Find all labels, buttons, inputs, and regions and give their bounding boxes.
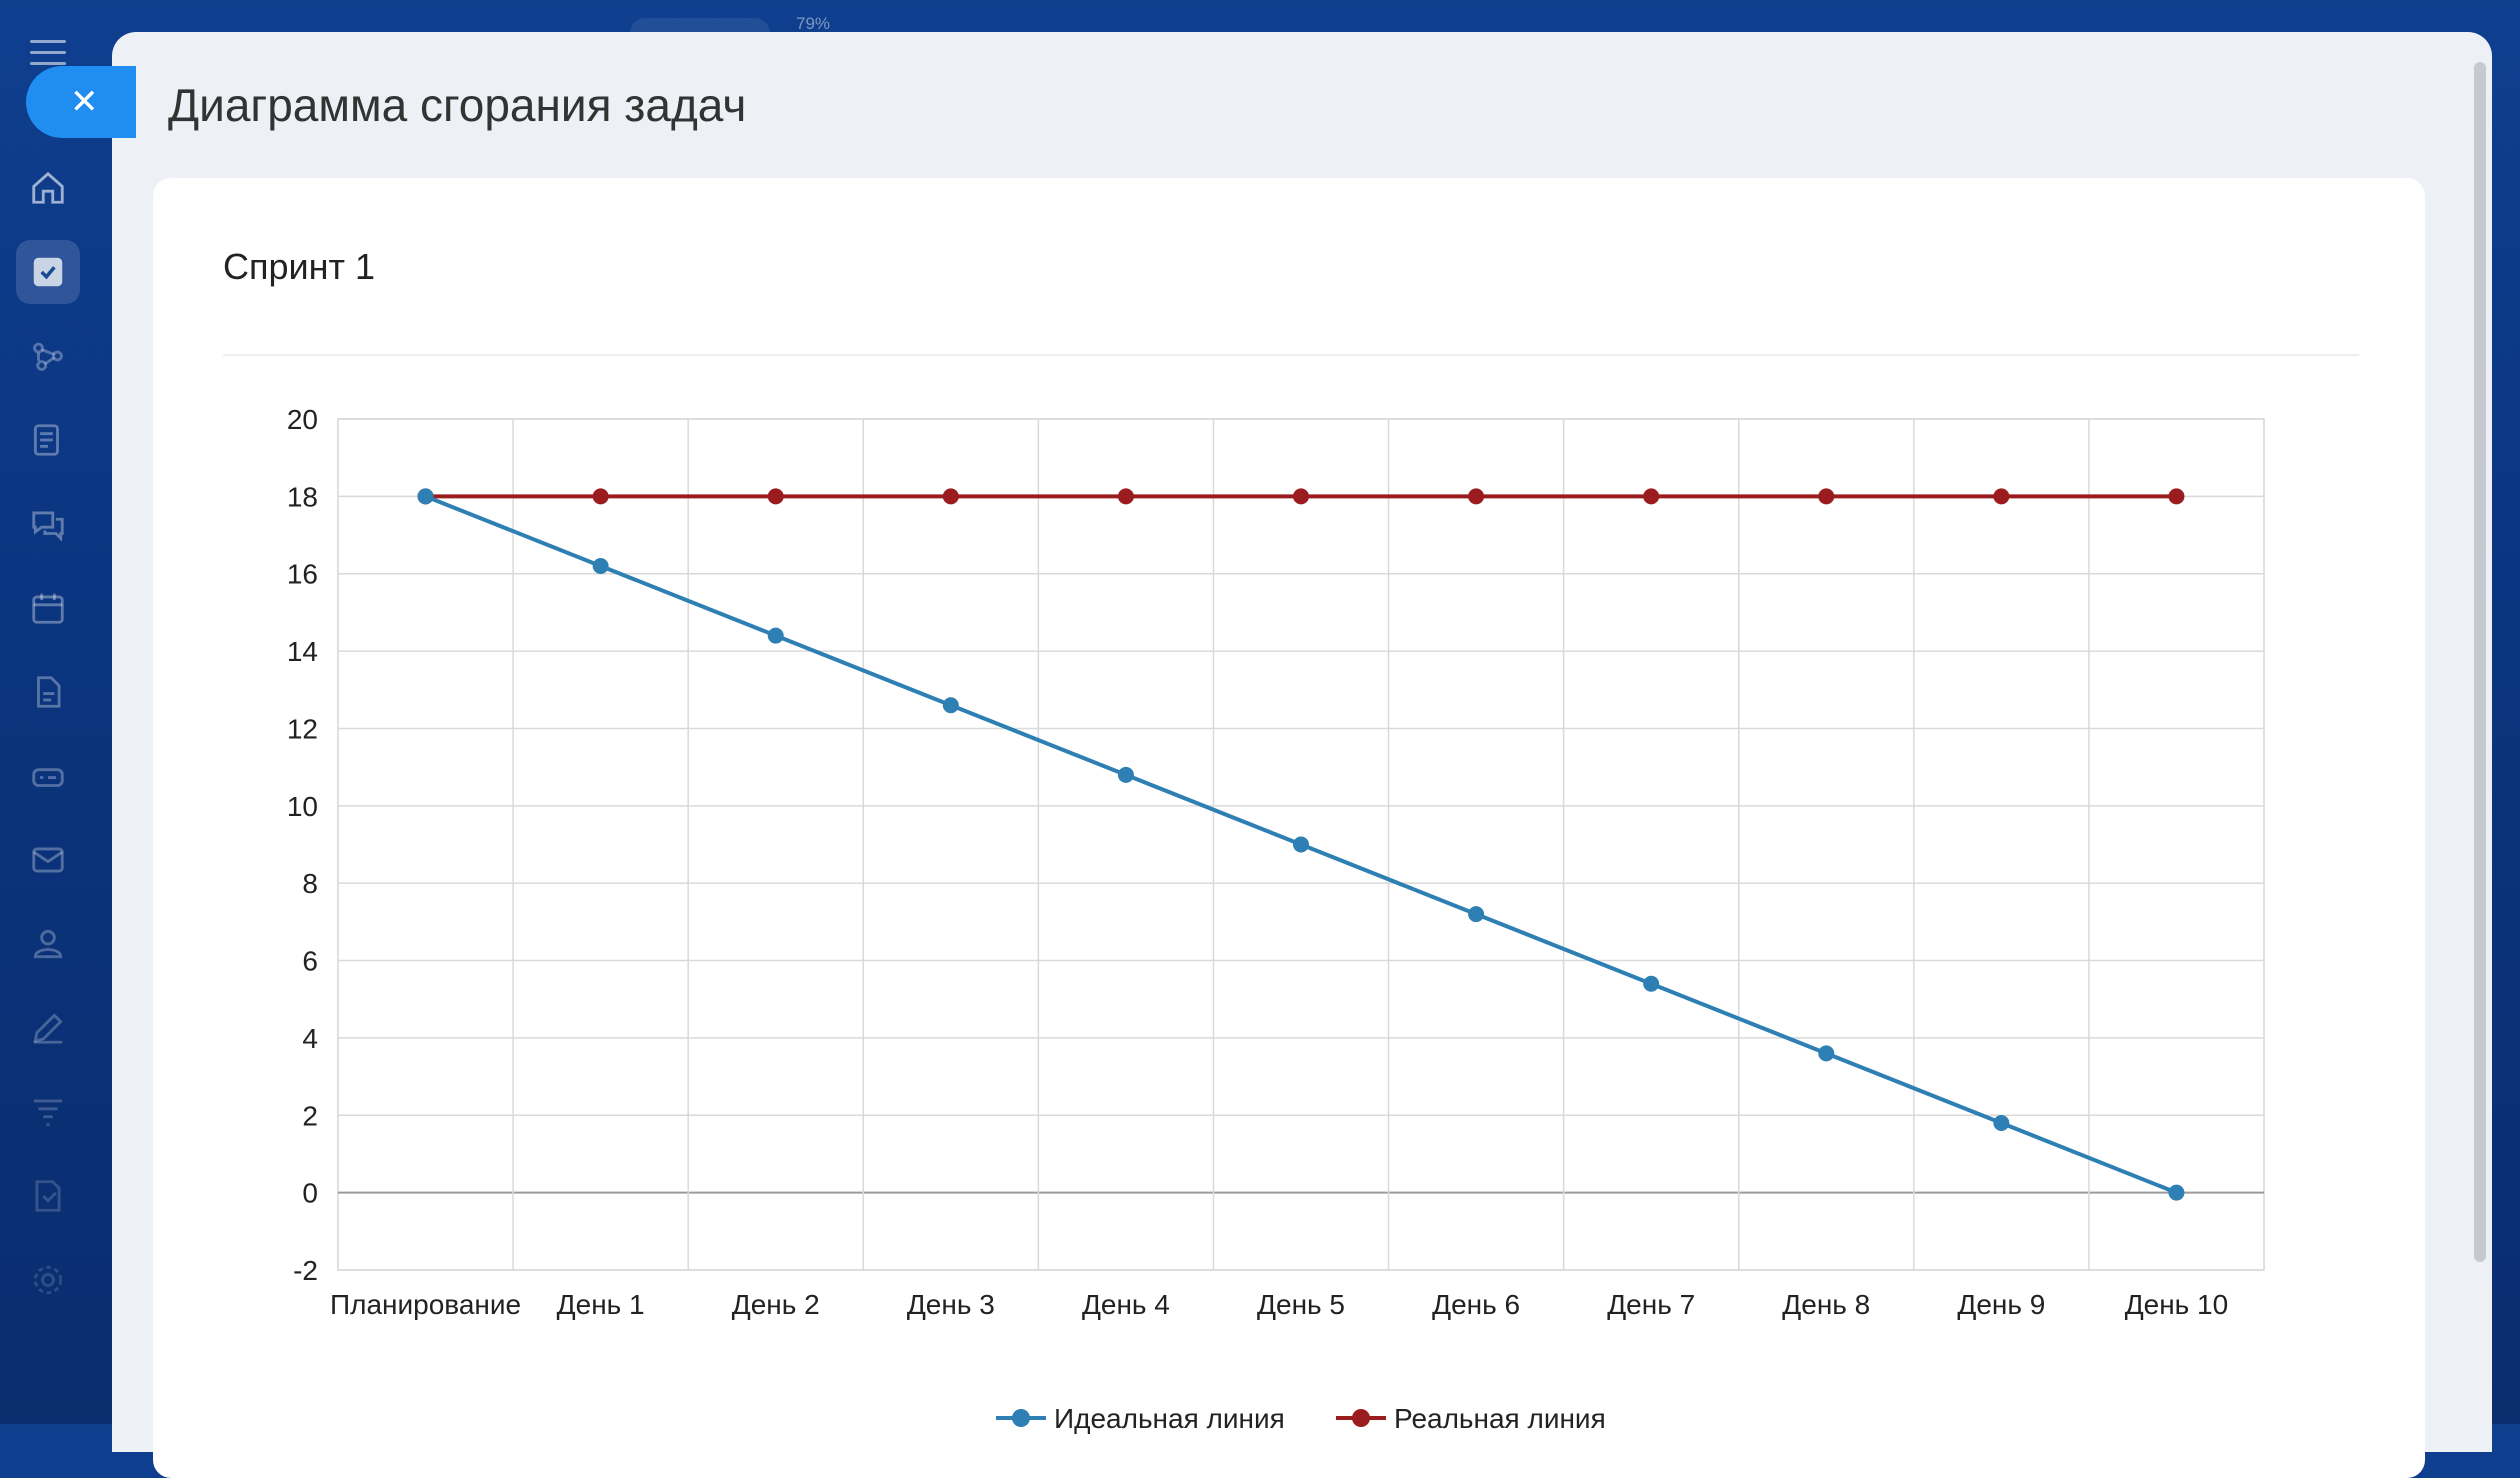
x-tick-label: День 6 [1432, 1289, 1520, 1320]
sidebar [0, 0, 112, 1424]
data-point[interactable] [1293, 836, 1309, 853]
close-button[interactable]: ✕ [26, 66, 136, 138]
gear-icon[interactable] [16, 1248, 80, 1312]
report-icon[interactable] [16, 1164, 80, 1228]
home-icon[interactable] [16, 156, 80, 220]
edit-icon[interactable] [16, 996, 80, 1060]
y-tick-label: 2 [302, 1100, 318, 1131]
data-point[interactable] [767, 627, 784, 644]
x-tick-label: День 4 [1082, 1289, 1170, 1320]
legend-item-0[interactable]: Идеальная линия [996, 1403, 1285, 1434]
mail-icon[interactable] [16, 828, 80, 892]
chart-card: Спринт 1 20 18 16 14 12 10 8 6 4 2 0 -2 Планирование… [153, 178, 2425, 1478]
x-tick-label: День 2 [732, 1289, 820, 1320]
data-point[interactable] [1293, 488, 1309, 505]
x-tick-label: Планирование [330, 1289, 521, 1320]
data-point[interactable] [592, 557, 609, 574]
data-point[interactable] [1993, 488, 2010, 505]
zoom-level: 79% [796, 14, 831, 33]
x-tick-label: День 5 [1257, 1289, 1345, 1320]
y-tick-label: 14 [287, 636, 318, 667]
data-point[interactable] [942, 488, 959, 505]
legend-marker [1012, 1409, 1030, 1427]
x-tick-label: День 8 [1782, 1289, 1870, 1320]
x-tick-label: День 9 [1957, 1289, 2045, 1320]
data-point[interactable] [1468, 488, 1485, 505]
filter-icon[interactable] [16, 1080, 80, 1144]
close-icon: ✕ [70, 82, 99, 122]
tasks-icon[interactable] [16, 240, 80, 304]
card-divider [223, 354, 2359, 356]
legend-item-1[interactable]: Реальная линия [1336, 1403, 1606, 1434]
data-point[interactable] [767, 488, 784, 505]
y-tick-label: 6 [302, 946, 318, 977]
data-point[interactable] [1117, 488, 1134, 505]
data-point[interactable] [1993, 1115, 2010, 1132]
menu-icon[interactable] [30, 40, 66, 70]
x-tick-label: День 7 [1607, 1289, 1695, 1320]
x-tick-label: День 10 [2125, 1289, 2229, 1320]
data-point[interactable] [1818, 488, 1835, 505]
legend-marker [1352, 1409, 1370, 1427]
news-icon[interactable] [16, 408, 80, 472]
y-tick-label: 10 [287, 791, 318, 822]
y-tick-label: 0 [302, 1178, 318, 1209]
document-icon[interactable] [16, 660, 80, 724]
network-icon[interactable] [16, 324, 80, 388]
slider-panel: Диаграмма сгорания задач Спринт 1 20 18 16… [112, 32, 2492, 1478]
data-point[interactable] [1643, 488, 1660, 505]
y-tick-label: 8 [302, 868, 318, 899]
data-point[interactable] [942, 697, 959, 714]
y-tick-label: 4 [302, 1023, 318, 1054]
chat-icon[interactable] [16, 492, 80, 556]
data-point[interactable] [1468, 906, 1485, 923]
y-tick-label: -2 [293, 1255, 318, 1286]
x-tick-label: День 1 [557, 1289, 645, 1320]
x-tick-label: День 3 [907, 1289, 995, 1320]
data-point[interactable] [1818, 1045, 1835, 1062]
legend-label: Идеальная линия [1054, 1403, 1285, 1434]
data-point[interactable] [2168, 488, 2185, 505]
data-point[interactable] [1643, 975, 1660, 992]
data-point[interactable] [2168, 1184, 2185, 1201]
page-title: Диаграмма сгорания задач [168, 79, 747, 131]
y-tick-label: 16 [287, 559, 318, 590]
data-point[interactable] [592, 488, 609, 505]
data-point[interactable] [1117, 766, 1134, 783]
calendar-icon[interactable] [16, 576, 80, 640]
data-point[interactable] [417, 488, 434, 505]
contacts-icon[interactable] [16, 912, 80, 976]
y-tick-label: 12 [287, 713, 318, 744]
scrollbar[interactable] [2474, 62, 2486, 1262]
legend-label: Реальная линия [1394, 1403, 1606, 1434]
sprint-title: Спринт 1 [223, 246, 376, 287]
y-tick-label: 20 [287, 404, 318, 435]
y-tick-label: 18 [287, 481, 318, 512]
drive-icon[interactable] [16, 744, 80, 808]
